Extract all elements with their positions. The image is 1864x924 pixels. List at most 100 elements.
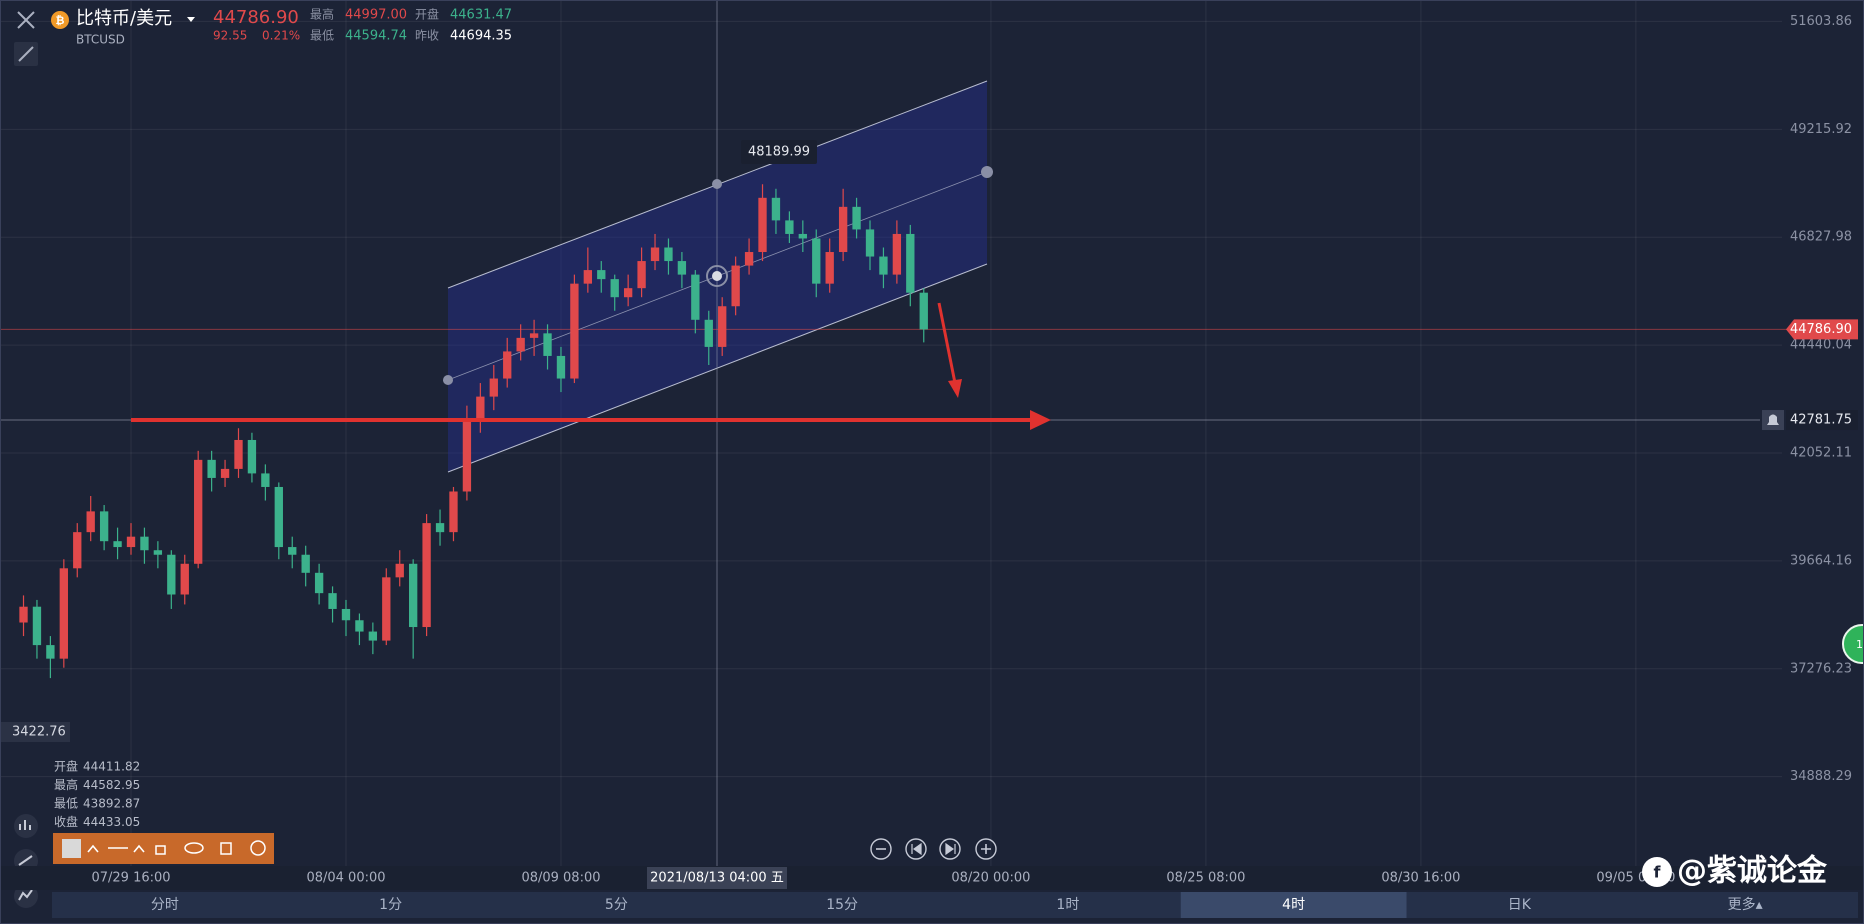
candle-body: [368, 631, 378, 641]
drawing-toolbar: [53, 833, 274, 864]
ohlc-value: 44411.82: [83, 760, 140, 774]
timeframe-tab[interactable]: 1分: [379, 897, 402, 913]
timeframe-tab[interactable]: 4时: [1282, 897, 1305, 913]
zoom-controls: [870, 838, 997, 860]
red-arrow-down: [937, 302, 957, 384]
x-tick-label: 08/09 08:00: [521, 871, 600, 886]
stat-value: 44997.00: [345, 8, 407, 23]
y-tick-label: 44440.04: [1790, 338, 1852, 353]
candle-body: [637, 261, 646, 289]
candle-body: [435, 523, 445, 533]
timeframe-tab[interactable]: 分时: [151, 897, 179, 913]
watermark-icon: [1642, 857, 1672, 887]
ohlc-value: 44433.05: [83, 815, 140, 829]
candle-body: [180, 563, 189, 595]
ohlc-label: 最高: [54, 777, 78, 792]
symbol-name[interactable]: 比特币/美元: [76, 8, 172, 29]
anchor[interactable]: [712, 179, 722, 189]
candle-body: [86, 511, 95, 533]
candle-body: [422, 523, 431, 628]
stat-value: 44631.47: [450, 8, 512, 23]
candle-body: [99, 511, 109, 542]
badge[interactable]: [1842, 624, 1864, 664]
x-tick-label: 07/29 16:00: [91, 871, 170, 886]
color-swatch[interactable]: [62, 839, 81, 858]
candle-body: [798, 233, 807, 239]
candle-body: [113, 541, 122, 548]
timeframe-selected: [1180, 892, 1407, 918]
candle-body: [597, 270, 606, 280]
toolbar-bg: [53, 833, 274, 864]
stat-value: 44694.35: [450, 29, 512, 44]
candle-body: [194, 459, 203, 564]
candle-body: [892, 233, 902, 275]
x-tick-label: 08/30 16:00: [1381, 871, 1460, 886]
candle-body: [462, 419, 472, 492]
watermark-glyph: f: [1654, 863, 1662, 882]
tool-icon: [18, 46, 34, 62]
alert-bell: [1767, 414, 1779, 426]
candle-body: [73, 532, 82, 569]
alert-label: 42781.75: [1790, 413, 1852, 428]
eye-icon[interactable]: [184, 842, 204, 854]
candle-body: [395, 563, 404, 578]
anchor[interactable]: [443, 375, 453, 385]
stat-label: 最低: [310, 29, 334, 43]
anchor[interactable]: [712, 271, 722, 281]
timeframe-tab[interactable]: 15分: [826, 897, 858, 913]
anchor[interactable]: [981, 166, 993, 178]
crosshair-date: 2021/08/13 04:00 五: [650, 871, 784, 886]
arrow-head: [948, 379, 962, 398]
y-tick-label: 49215.92: [1790, 122, 1852, 137]
stat-label: 最高: [310, 7, 334, 22]
price-tag-label: 44786.90: [1790, 322, 1852, 337]
zoom-out[interactable]: [870, 838, 892, 860]
scroll-end[interactable]: [939, 838, 961, 860]
date-strip: [0, 866, 1864, 890]
ohlc-label: 收盘: [54, 814, 78, 829]
timeframe-tab[interactable]: 5分: [605, 897, 628, 913]
icon: [945, 842, 956, 856]
stat-label: 开盘: [415, 7, 439, 22]
ohlc-label: 开盘: [54, 759, 78, 774]
last-price: 44786.90: [213, 7, 299, 28]
stat-label: 昨收: [415, 29, 439, 43]
channel-anchors: [443, 166, 993, 385]
candle-body: [234, 439, 243, 469]
x-tick-label: 08/25 08:00: [1166, 871, 1245, 886]
candle-body: [207, 459, 216, 478]
candle-body: [906, 233, 915, 293]
candle-body: [556, 355, 566, 379]
candle-body: [220, 468, 230, 478]
y-tick-label: 34888.29: [1790, 769, 1852, 784]
candle-body: [247, 439, 257, 474]
ohlc-label: 最低: [54, 797, 78, 811]
crosshair-date-box: [647, 867, 787, 889]
settings-icon[interactable]: [250, 840, 266, 856]
candle-body: [812, 238, 821, 284]
candle-body: [382, 577, 391, 641]
badge-text: 17: [1856, 638, 1864, 651]
candle-body: [758, 197, 767, 253]
timeframe-tab[interactable]: 更多▴: [1728, 896, 1763, 913]
candle-body: [409, 563, 418, 628]
timeframe-tab[interactable]: 日K: [1508, 897, 1532, 913]
scroll-start[interactable]: [905, 838, 927, 860]
header: ₿ 比特币/美元 BTCUSD 44786.90 92.55 0.21% 最高 4…: [14, 7, 512, 66]
delete-icon[interactable]: [220, 842, 232, 855]
zoom-in[interactable]: [975, 838, 997, 860]
symbol-code: BTCUSD: [76, 33, 125, 47]
dropdown-caret[interactable]: [187, 17, 195, 22]
candle-body: [59, 568, 68, 659]
lock-icon[interactable]: [155, 845, 166, 855]
candle-body: [288, 547, 297, 555]
timeframe-tab[interactable]: 1时: [1056, 897, 1079, 913]
tool-icons: [18, 820, 33, 901]
candle-body: [650, 247, 660, 262]
anchor-center[interactable]: [706, 265, 728, 287]
candle-body: [919, 292, 928, 330]
candle-body: [341, 608, 351, 621]
toolbar-icons[interactable]: [87, 844, 145, 853]
candle-body: [516, 337, 525, 352]
